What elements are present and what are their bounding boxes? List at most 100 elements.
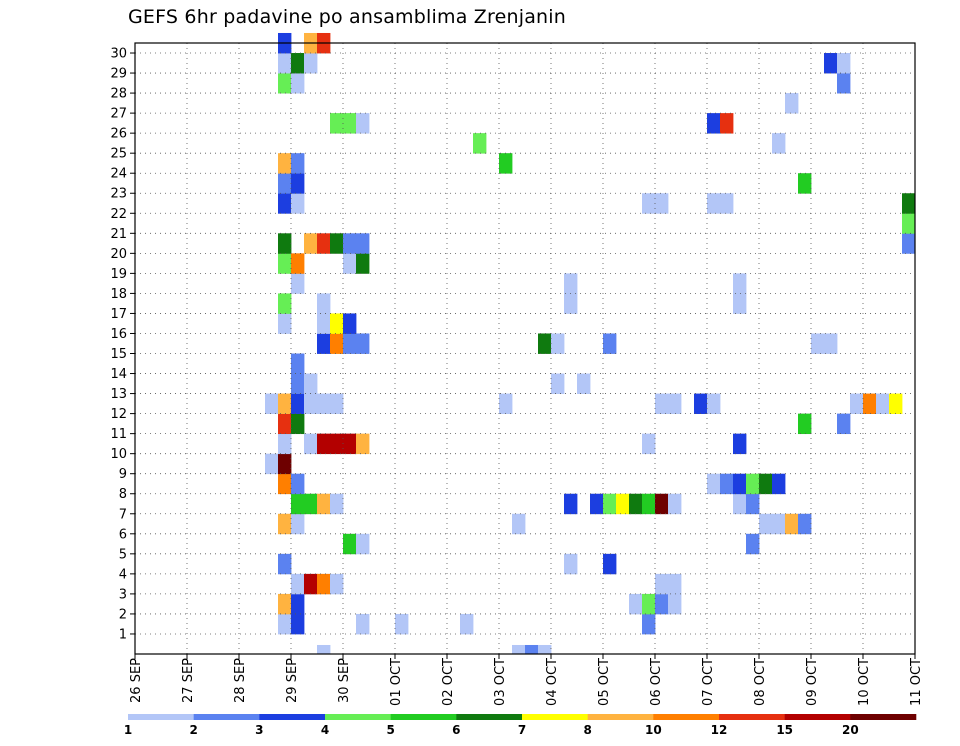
- data-cell: [278, 73, 292, 94]
- data-cell: [707, 473, 721, 495]
- data-cell: [616, 493, 630, 515]
- data-cell: [564, 553, 578, 575]
- data-cell: [278, 393, 292, 415]
- data-cell: [278, 233, 292, 254]
- data-cell: [343, 433, 357, 455]
- data-cell: [291, 193, 305, 214]
- data-cell: [824, 53, 838, 74]
- data-cell: [668, 593, 682, 615]
- data-cell: [291, 353, 305, 374]
- y-tick-label: 9: [119, 467, 127, 482]
- y-tick-label: 6: [119, 527, 127, 542]
- y-tick-label: 1: [119, 627, 127, 642]
- colorbar-segment: [456, 714, 523, 720]
- x-tick-label: 11 OCT: [909, 658, 924, 706]
- data-cell: [291, 573, 305, 595]
- data-cell: [863, 393, 877, 415]
- data-cell: [278, 173, 292, 194]
- data-cell: [278, 513, 292, 535]
- data-cell: [278, 293, 292, 314]
- data-cell: [525, 644, 539, 655]
- data-cell: [343, 333, 357, 354]
- data-cell: [785, 513, 799, 535]
- data-cell: [668, 573, 682, 595]
- data-cell: [603, 553, 617, 575]
- colorbar-segment: [587, 714, 654, 720]
- data-cell: [460, 613, 474, 635]
- data-cell: [330, 333, 344, 354]
- data-cell: [551, 333, 565, 354]
- data-cell: [655, 393, 669, 415]
- y-tick-label: 17: [110, 307, 127, 322]
- data-cell: [655, 193, 669, 214]
- data-cell: [356, 433, 370, 455]
- data-cell: [707, 193, 721, 214]
- y-tick-label: 23: [110, 187, 127, 202]
- data-cell: [304, 373, 318, 394]
- y-tick-label: 18: [110, 287, 127, 302]
- data-cell: [837, 413, 851, 435]
- colorbar-segment: [325, 714, 391, 720]
- x-tick-label: 28 SEP: [233, 658, 248, 703]
- data-cell: [330, 493, 344, 515]
- colorbar-label: 4: [321, 723, 329, 737]
- y-tick-label: 27: [110, 107, 127, 122]
- data-cell: [772, 133, 786, 154]
- data-cell: [655, 593, 669, 615]
- data-cell: [291, 473, 305, 495]
- data-cell: [837, 53, 851, 74]
- y-tick-label: 24: [110, 167, 127, 182]
- data-cell: [772, 513, 786, 535]
- data-cell: [278, 473, 292, 495]
- data-cell: [317, 313, 331, 334]
- grid-lines: [134, 43, 916, 654]
- x-tick-label: 26 SEP: [129, 658, 144, 703]
- x-tick-label: 29 SEP: [285, 658, 300, 703]
- x-tick-label: 27 SEP: [181, 658, 196, 703]
- data-cell: [317, 293, 331, 314]
- data-cell: [395, 613, 409, 635]
- colorbar-label: 8: [583, 723, 591, 737]
- colorbar-label: 15: [776, 723, 793, 737]
- data-cell: [746, 533, 760, 555]
- data-cell: [473, 133, 487, 154]
- colorbar-segment: [719, 714, 785, 720]
- data-cell: [720, 113, 734, 134]
- data-cell: [330, 573, 344, 595]
- x-tick-label: 09 OCT: [805, 658, 820, 706]
- data-cell: [317, 493, 331, 515]
- data-cell: [291, 393, 305, 415]
- data-cell: [902, 193, 916, 214]
- data-cell: [304, 393, 318, 415]
- data-cell: [291, 273, 305, 294]
- data-cell: [720, 193, 734, 214]
- x-tick-label: 01 OCT: [389, 658, 404, 706]
- data-cell: [304, 433, 318, 455]
- data-cell: [304, 573, 318, 595]
- data-cell: [343, 533, 357, 555]
- data-cell: [629, 593, 643, 615]
- data-cell: [499, 153, 513, 174]
- data-cell: [772, 473, 786, 495]
- y-tick-label: 3: [119, 587, 127, 602]
- y-tick-label: 11: [110, 427, 127, 442]
- plot-frame: [134, 42, 916, 655]
- data-cell: [278, 613, 292, 635]
- data-cell: [330, 113, 344, 134]
- data-cell: [603, 493, 617, 515]
- y-tick-label: 14: [110, 367, 127, 382]
- data-cell: [824, 333, 838, 354]
- data-cell: [512, 513, 526, 535]
- colorbar-segment: [259, 714, 326, 720]
- colorbar-label: 1: [124, 723, 132, 737]
- data-cell: [291, 513, 305, 535]
- colorbar-segment: [128, 714, 194, 720]
- data-cell: [265, 453, 279, 475]
- y-tick-label: 19: [110, 267, 127, 282]
- data-cell: [642, 593, 656, 615]
- data-cell: [356, 233, 370, 254]
- colorbar-label: 5: [386, 723, 394, 737]
- x-tick-label: 30 SEP: [337, 658, 352, 703]
- y-tick-label: 20: [110, 247, 127, 262]
